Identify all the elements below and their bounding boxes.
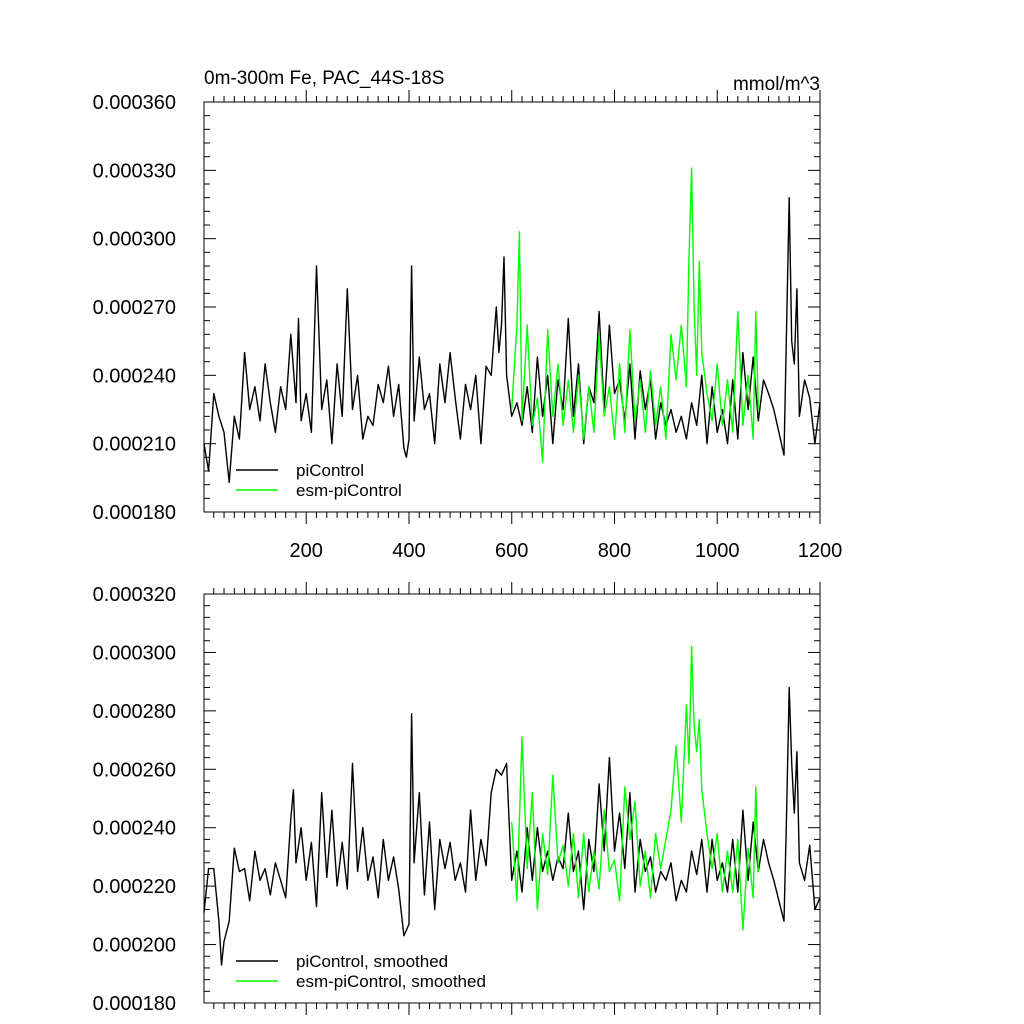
y-tick-label: 0.000240: [93, 818, 176, 840]
units-label: mmol/m^3: [733, 74, 820, 95]
y-tick-label: 0.000180: [93, 993, 176, 1015]
bottom-panel: 0.000180 0.000200 0.000220 0.000240 0.000260…: [93, 582, 821, 1015]
y-tick-label: 0.000200: [93, 935, 176, 957]
y-tick-label: 0.000300: [93, 229, 176, 251]
y-tick-label: 0.000260: [93, 759, 176, 781]
x-tick-label: 1000: [695, 540, 740, 562]
x-tick-label: 200: [290, 540, 323, 562]
y-tick-label: 0.000270: [93, 297, 176, 319]
series-line-picontrol: [203, 197, 821, 484]
legend-label: piControl: [296, 461, 364, 480]
legend-label: piControl, smoothed: [296, 952, 448, 971]
x-tick-label: 400: [392, 540, 425, 562]
x-tick-label: 600: [495, 540, 528, 562]
x-tick-label: 1200: [798, 540, 843, 562]
top-panel: 200 400 600 800 1000 1200 0.000180 0.000210 0.00…: [93, 90, 843, 562]
series-line-esm-picontrol: [511, 167, 759, 463]
y-tick-label: 0.000360: [93, 92, 176, 114]
y-tick-label: 0.000220: [93, 876, 176, 898]
series-line-picontrol-smoothed: [203, 686, 821, 966]
chart-title: 0m-300m Fe, PAC_44S-18S: [204, 68, 444, 89]
plot-frame: [203, 101, 821, 513]
y-tick-label: 0.000180: [93, 502, 176, 524]
y-tick-label: 0.000280: [93, 701, 176, 723]
legend-label: esm-piControl, smoothed: [296, 972, 486, 991]
series-line-esm-picontrol-smoothed: [511, 645, 759, 931]
y-tick-label: 0.000330: [93, 160, 176, 182]
x-tick-label: 800: [598, 540, 631, 562]
legend-label: esm-piControl: [296, 481, 402, 500]
y-tick-label: 0.000300: [93, 642, 176, 664]
plot-frame: [203, 593, 821, 1004]
y-tick-label: 0.000240: [93, 365, 176, 387]
y-tick-label: 0.000320: [93, 584, 176, 606]
y-tick-label: 0.000210: [93, 434, 176, 456]
